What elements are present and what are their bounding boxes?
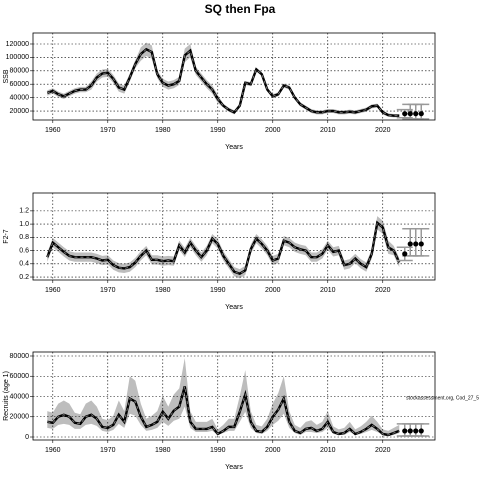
x-axis-label: Years xyxy=(225,304,243,311)
forecast-point xyxy=(418,241,424,247)
y-tick-label: 0.6 xyxy=(19,247,29,254)
y-tick-label: 100000 xyxy=(6,54,29,61)
y-tick-label: 0.2 xyxy=(19,274,29,281)
x-tick-label: 2010 xyxy=(320,127,336,134)
y-tick-label: 120000 xyxy=(6,41,29,48)
forecast-point xyxy=(407,428,413,434)
x-tick-label: 2000 xyxy=(265,287,281,294)
forecast-point xyxy=(402,251,408,257)
forecast-point xyxy=(407,241,413,247)
y-tick-label: 80000 xyxy=(10,353,30,360)
y-tick-label: 40000 xyxy=(10,94,30,101)
y-tick-label: 20000 xyxy=(10,108,30,115)
x-axis-label: Years xyxy=(225,464,243,471)
forecast-point xyxy=(418,428,424,434)
forecast-point xyxy=(402,428,408,434)
x-axis-label: Years xyxy=(225,144,243,151)
y-axis-label: F2-7 xyxy=(3,229,10,244)
x-tick-label: 1960 xyxy=(45,447,61,454)
x-tick-label: 1980 xyxy=(155,287,171,294)
x-tick-label: 1970 xyxy=(100,447,116,454)
x-tick-label: 2020 xyxy=(375,287,391,294)
y-tick-label: 60000 xyxy=(10,81,30,88)
y-tick-label: 20000 xyxy=(10,414,30,421)
x-tick-label: 2010 xyxy=(320,287,336,294)
forecast-point xyxy=(413,111,419,117)
x-tick-label: 1960 xyxy=(45,287,61,294)
x-tick-label: 1990 xyxy=(210,127,226,134)
x-tick-label: 1980 xyxy=(155,447,171,454)
y-tick-label: 0 xyxy=(25,434,29,441)
annotation: stockassessment.org, Cod_27_5 xyxy=(406,395,479,401)
forecast-point xyxy=(418,111,424,117)
y-tick-label: 40000 xyxy=(10,393,30,400)
x-tick-label: 1970 xyxy=(100,127,116,134)
y-tick-label: 1.2 xyxy=(19,208,29,215)
estimate-line-dash xyxy=(47,386,400,436)
x-tick-label: 2000 xyxy=(265,447,281,454)
estimate-line-dash xyxy=(47,48,400,117)
plot-frame xyxy=(32,351,436,441)
forecast-point xyxy=(407,111,413,117)
x-tick-label: 1960 xyxy=(45,127,61,134)
x-tick-label: 1990 xyxy=(210,447,226,454)
x-tick-label: 1990 xyxy=(210,287,226,294)
y-axis-label: SSB xyxy=(3,69,10,83)
confidence-band xyxy=(47,42,400,118)
y-tick-label: 80000 xyxy=(10,68,30,75)
x-tick-label: 1970 xyxy=(100,287,116,294)
forecast-point xyxy=(402,111,408,117)
x-tick-label: 2010 xyxy=(320,447,336,454)
y-axis-label: Recruits (age 1) xyxy=(3,371,10,421)
x-tick-label: 2020 xyxy=(375,447,391,454)
y-tick-label: 0.4 xyxy=(19,261,29,268)
plot-frame xyxy=(32,192,436,281)
y-tick-label: 60000 xyxy=(10,373,30,380)
x-tick-label: 2000 xyxy=(265,127,281,134)
plot-frame xyxy=(32,32,436,121)
forecast-point xyxy=(413,241,419,247)
confidence-band xyxy=(47,358,400,436)
x-tick-label: 2020 xyxy=(375,127,391,134)
y-tick-label: 1.0 xyxy=(19,221,29,228)
y-tick-label: 0.8 xyxy=(19,234,29,241)
estimate-line-dash xyxy=(46,222,400,275)
forecast-point xyxy=(413,428,419,434)
figure-title: SQ then Fpa xyxy=(205,2,276,16)
x-tick-label: 1980 xyxy=(155,127,171,134)
